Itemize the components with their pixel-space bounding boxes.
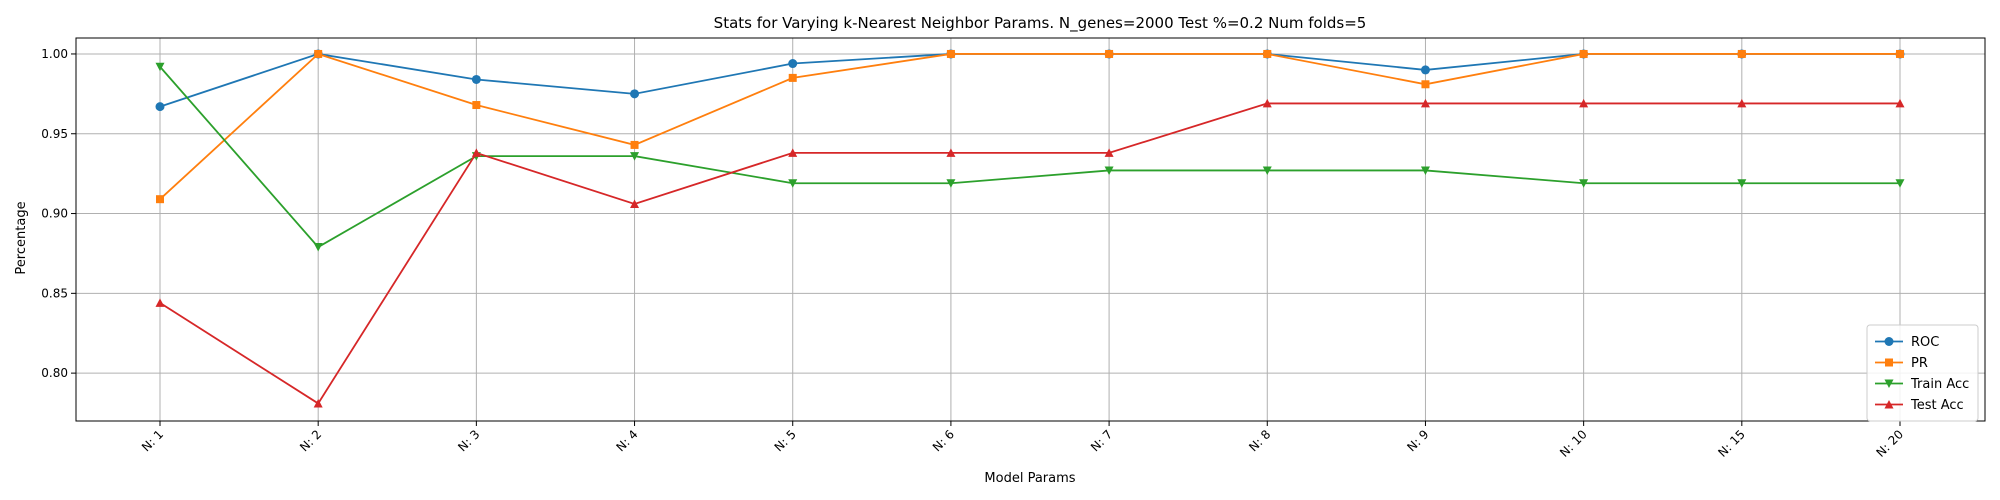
x-axis-label: Model Params	[984, 471, 1075, 486]
y-tick-label: 1.00	[41, 47, 68, 61]
legend-label-train-acc: Train Acc	[1910, 377, 1969, 392]
y-tick-label: 0.95	[41, 127, 68, 141]
data-point-pr	[630, 140, 639, 149]
data-point-train-acc	[630, 152, 640, 161]
data-point-pr	[1896, 49, 1904, 58]
data-point-test-acc	[1895, 98, 1905, 108]
legend-label-test-acc: Test Acc	[1910, 398, 1964, 413]
y-tick-label: 0.85	[41, 286, 68, 300]
legend-label-roc: ROC	[1911, 335, 1939, 350]
data-point-pr	[1737, 49, 1746, 58]
x-tick-label: N: 2	[297, 427, 324, 454]
data-point-roc	[155, 102, 165, 112]
data-point-pr	[946, 49, 955, 58]
data-point-pr	[1579, 49, 1588, 58]
series-line-test-acc	[159, 102, 1900, 405]
data-point-roc	[788, 59, 798, 69]
x-tick-label: N: 20	[1874, 427, 1907, 460]
data-point-train-acc	[1262, 166, 1272, 175]
series-line-train-acc	[159, 66, 1900, 249]
legend-label-pr: PR	[1911, 356, 1928, 371]
x-axis-ticks: N: 1 N: 2 N: 3 N: 4 N: 5 N: 6 N: 7 N: 8 N: 9 N: 1…	[139, 421, 1906, 460]
data-point-roc	[1420, 65, 1430, 75]
y-axis-ticks: 0.80 0.85 0.90 0.95 1.00	[41, 47, 76, 380]
y-tick-label: 0.80	[41, 366, 68, 380]
data-point-train-acc	[1420, 166, 1430, 175]
data-point-train-acc	[1579, 179, 1589, 188]
data-point-pr	[314, 49, 323, 58]
x-tick-label: N: 7	[1088, 427, 1115, 454]
legend-box	[1866, 324, 1979, 422]
x-tick-label: N: 10	[1557, 427, 1590, 460]
data-point-train-acc	[155, 62, 165, 72]
data-point-test-acc	[471, 148, 481, 157]
data-point-test-acc	[946, 148, 956, 157]
data-point-test-acc	[1104, 148, 1114, 157]
series-roc	[155, 49, 1905, 112]
data-point-test-acc	[313, 398, 323, 408]
data-point-test-acc	[1262, 98, 1272, 108]
data-point-test-acc	[630, 199, 640, 208]
data-point-roc	[471, 74, 481, 84]
gridlines	[76, 38, 1985, 421]
data-point-train-acc	[1895, 179, 1905, 188]
legend: ROC PR Train Acc Test Acc	[1866, 324, 1979, 422]
data-point-test-acc	[1420, 98, 1430, 108]
plot-frame	[75, 37, 1986, 422]
x-tick-label: N: 9	[1404, 427, 1431, 454]
series-pr	[156, 49, 1904, 204]
legend-marker-test-acc	[1884, 400, 1894, 409]
y-tick-label: 0.90	[41, 207, 68, 221]
data-point-test-acc	[155, 298, 165, 307]
x-tick-label: N: 8	[1246, 427, 1273, 454]
x-tick-label: N: 6	[930, 427, 957, 454]
legend-marker-train-acc	[1884, 379, 1894, 388]
x-tick-label: N: 1	[139, 427, 166, 454]
data-point-pr	[1263, 49, 1272, 58]
data-point-train-acc	[788, 179, 798, 188]
data-point-train-acc	[1104, 166, 1114, 175]
data-point-test-acc	[1579, 98, 1589, 108]
x-tick-label: N: 5	[772, 427, 799, 454]
legend-marker-pr	[1885, 358, 1893, 367]
data-point-pr	[472, 101, 481, 110]
x-tick-label: N: 15	[1715, 427, 1748, 460]
series-train-acc	[155, 62, 1905, 252]
data-point-roc	[630, 89, 640, 99]
legend-marker-roc	[1884, 337, 1894, 346]
y-axis-label: Percentage	[14, 201, 29, 274]
x-tick-label: N: 4	[613, 427, 640, 454]
series-line-pr	[159, 52, 1900, 200]
series-line-roc	[159, 53, 1900, 108]
series-group	[155, 49, 1905, 408]
data-point-train-acc	[1737, 179, 1747, 188]
data-point-test-acc	[788, 148, 798, 157]
data-point-train-acc	[946, 179, 956, 188]
data-point-pr	[788, 73, 797, 82]
data-point-test-acc	[1737, 98, 1747, 108]
data-point-pr	[1421, 80, 1430, 89]
data-point-train-acc	[313, 243, 323, 252]
data-point-pr	[1105, 49, 1114, 58]
x-tick-label: N: 3	[455, 427, 482, 454]
chart-title: Stats for Varying k-Nearest Neighbor Par…	[714, 14, 1367, 33]
series-test-acc	[155, 98, 1905, 408]
data-point-pr	[156, 195, 164, 204]
